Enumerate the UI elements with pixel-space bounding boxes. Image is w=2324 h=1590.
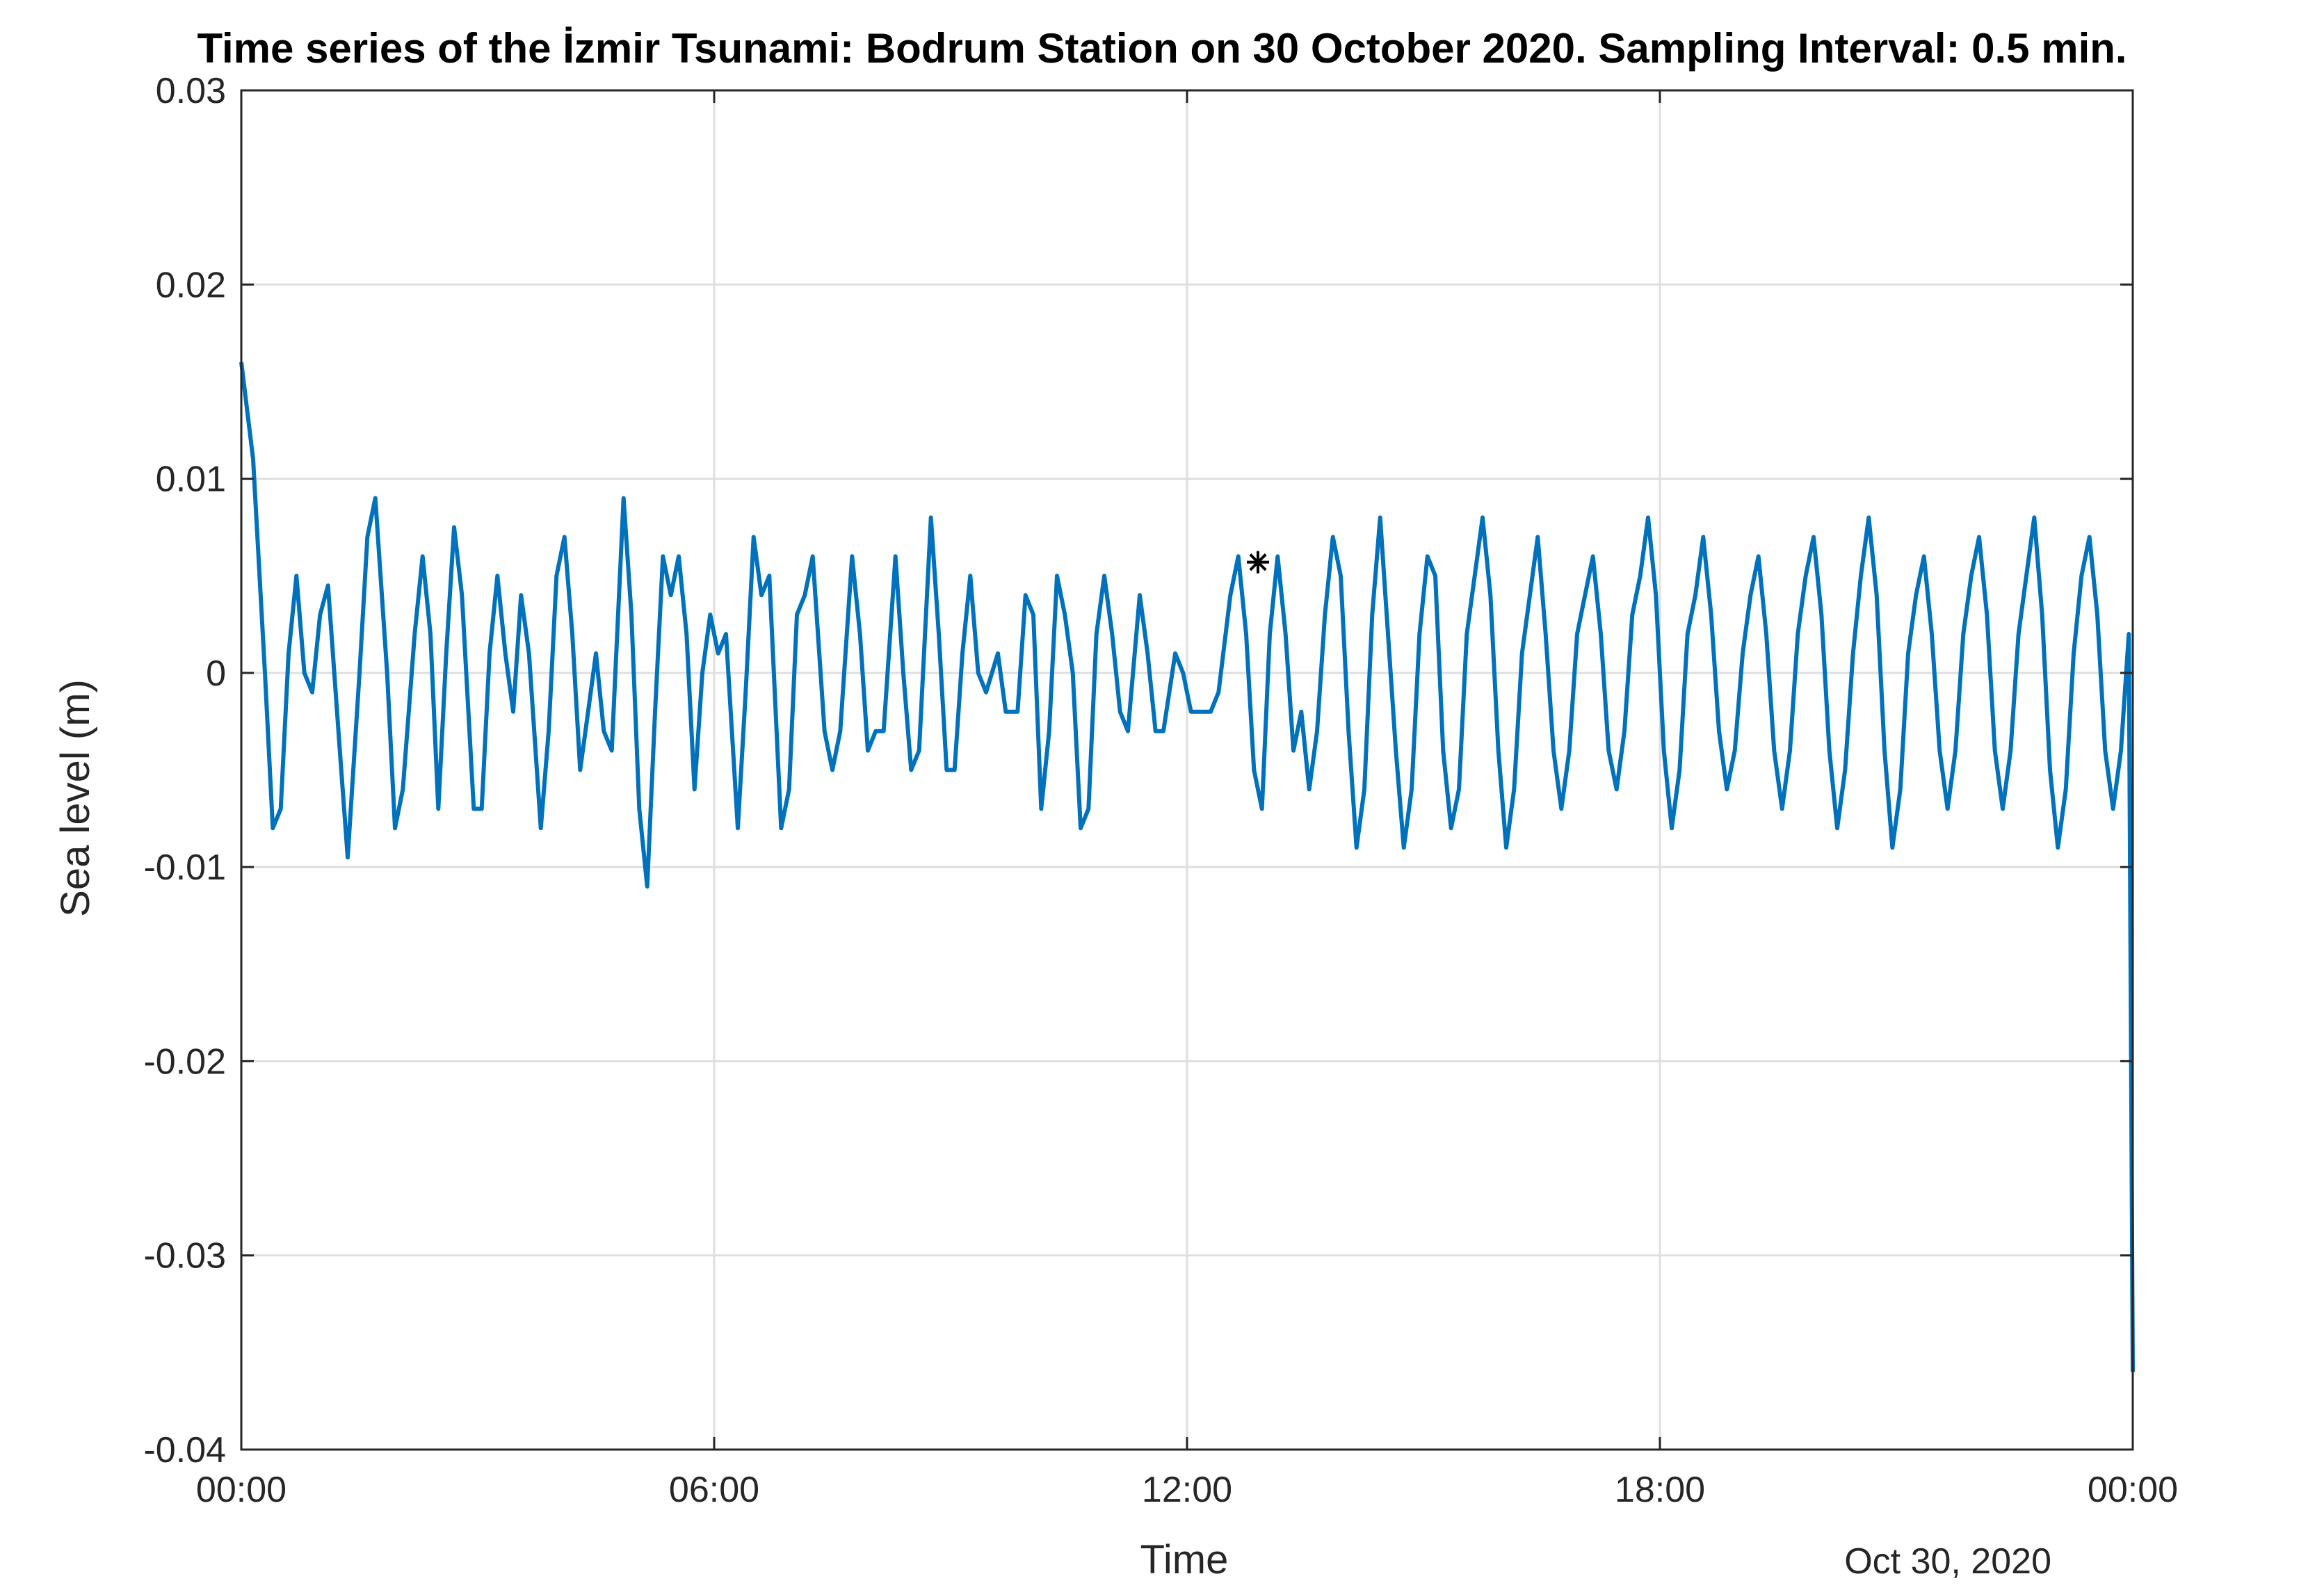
- x-tick-label: 18:00: [1615, 1470, 1705, 1510]
- event-marker: [1247, 551, 1269, 574]
- y-tick-label: 0.01: [156, 460, 226, 500]
- y-tick-label: 0.03: [156, 71, 226, 111]
- x-tick-label: 00:00: [196, 1470, 287, 1510]
- grid: [240, 89, 2134, 1451]
- y-tick-label: -0.01: [143, 847, 226, 888]
- date-label: Oct 30, 2020: [1844, 1541, 2051, 1582]
- y-axis-label: Sea level (m): [53, 679, 98, 917]
- x-tick-label: 12:00: [1142, 1470, 1232, 1510]
- y-tick-label: -0.04: [143, 1430, 226, 1470]
- x-axis-label: Time: [1140, 1537, 1229, 1582]
- x-tick-label: 00:00: [2088, 1470, 2178, 1510]
- chart-title: Time series of the İzmir Tsunami: Bodrum…: [197, 25, 2127, 72]
- x-tick-label: 06:00: [669, 1470, 759, 1510]
- y-tick-label: 0.02: [156, 265, 226, 305]
- y-tick-label: -0.02: [143, 1041, 226, 1082]
- series-line: [239, 362, 2135, 1372]
- plot-area: [239, 362, 2135, 1372]
- y-tick-label: 0: [206, 654, 226, 694]
- y-tick-label: -0.03: [143, 1236, 226, 1276]
